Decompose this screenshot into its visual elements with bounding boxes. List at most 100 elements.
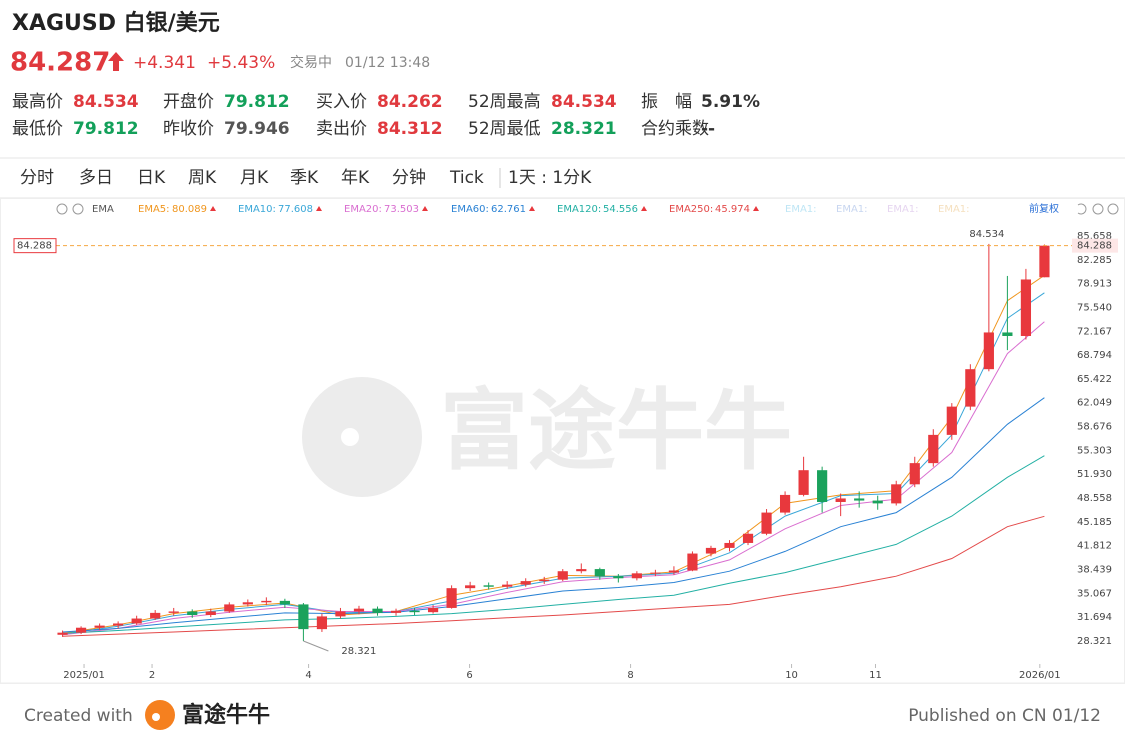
period-tab[interactable]: 年K	[341, 168, 370, 188]
period-tab[interactable]: 分钟	[392, 168, 426, 188]
period-tab[interactable]: 季K	[290, 168, 319, 188]
stat-value: 79.812	[73, 119, 139, 139]
candle-body	[909, 463, 920, 485]
candle-body	[483, 585, 494, 587]
y-tick-label: 62.049	[1077, 398, 1112, 409]
y-tick-label: 85.658	[1077, 231, 1112, 242]
legend-trend	[316, 206, 322, 211]
y-tick-label: 31.694	[1077, 612, 1112, 623]
period-tab[interactable]: 多日	[79, 168, 113, 188]
candle-body	[446, 588, 457, 608]
candle-body	[187, 611, 198, 616]
legend-name: EMA1:	[785, 204, 817, 215]
stat-value: 79.946	[224, 119, 290, 139]
change: +4.341	[133, 53, 196, 73]
x-tick-label: 2	[149, 670, 155, 681]
candle-body	[965, 369, 976, 407]
low-leader	[303, 640, 329, 652]
candle-body	[631, 573, 642, 579]
candle-body	[150, 612, 161, 619]
candle-body	[502, 584, 513, 587]
candle-body	[594, 569, 605, 577]
stat-value: 84.534	[73, 92, 139, 112]
y-tick-label: 51.930	[1077, 469, 1112, 480]
period-tab[interactable]: 日K	[137, 168, 166, 188]
stat-label: 开盘价	[163, 92, 214, 112]
candle-body	[761, 512, 772, 534]
x-tick-label: 2026/01	[1019, 670, 1061, 681]
legend-trend	[529, 206, 535, 211]
candle-body	[798, 470, 809, 495]
candle-body	[928, 434, 939, 464]
y-tick-label: 41.812	[1077, 541, 1112, 552]
x-tick-label: 11	[869, 670, 882, 681]
x-tick-label: 6	[466, 670, 472, 681]
interval-tab[interactable]: 1天 : 1分K	[508, 168, 592, 188]
indicator-name[interactable]: EMA	[92, 204, 114, 215]
candle-body	[539, 579, 550, 582]
legend-value: 77.608	[278, 204, 313, 215]
chart-tools	[56, 203, 1119, 215]
stat-label: 合约乘数	[641, 119, 709, 139]
y-tick-label: 82.285	[1077, 255, 1112, 266]
candle-body	[94, 625, 105, 628]
candle-body	[854, 498, 865, 501]
legend-name: EMA60:	[451, 204, 489, 215]
watermark-text: 富途牛牛	[440, 379, 792, 482]
x-tick-label: 8	[627, 670, 633, 681]
last-price-box	[1072, 238, 1118, 253]
candle-body	[650, 572, 661, 574]
candle-body	[983, 332, 994, 370]
price: 84.287	[10, 48, 110, 78]
y-tick-label: 75.540	[1077, 302, 1112, 313]
candle-body	[224, 604, 235, 612]
stat-value: 84.312	[377, 119, 443, 139]
stat-label: 52周最高	[468, 92, 541, 112]
period-tab[interactable]: 分时	[20, 168, 54, 188]
candle-body	[335, 611, 346, 617]
created-with: Created with	[24, 706, 133, 726]
candle-body	[1020, 279, 1032, 336]
change-pct: +5.43%	[207, 53, 275, 73]
candle-body	[168, 611, 179, 613]
period-tab[interactable]: 月K	[240, 168, 269, 188]
published: Published on CN 01/12	[908, 706, 1101, 726]
legend-name: EMA1:	[887, 204, 919, 215]
candle-body	[465, 585, 476, 589]
candle-body	[946, 406, 957, 435]
candle-body	[372, 608, 383, 613]
candle-body	[353, 608, 365, 612]
stat-label: 最低价	[12, 119, 63, 139]
period-tab[interactable]: Tick	[449, 168, 484, 188]
brand-logo	[145, 700, 175, 730]
candle-body	[131, 618, 142, 624]
y-tick-label: 65.422	[1077, 374, 1112, 385]
legend-name: EMA10:	[238, 204, 276, 215]
period-tab[interactable]: 周K	[188, 168, 217, 188]
candle-body	[705, 547, 717, 554]
legend-value: 54.556	[603, 204, 638, 215]
candle-body	[668, 570, 680, 573]
x-tick-label: 4	[305, 670, 311, 681]
x-tick-label: 2025/01	[63, 670, 105, 681]
candle-body	[891, 484, 902, 504]
legend-name: EMA20:	[344, 204, 382, 215]
brand: 富途牛牛	[182, 702, 270, 728]
brand-logo-dot	[152, 713, 160, 721]
legend-name: EMA250:	[669, 204, 713, 215]
stat-label: 振 幅	[641, 92, 692, 112]
candle-body	[557, 571, 568, 580]
status: 交易中	[290, 54, 332, 71]
candle-body	[724, 542, 735, 548]
candle-body	[298, 604, 309, 630]
adjust-mode[interactable]: 前复权	[1029, 202, 1059, 215]
stat-value: 79.812	[224, 92, 290, 112]
stat-label: 卖出价	[316, 119, 367, 139]
legend-trend	[753, 206, 759, 211]
ema-line	[62, 397, 1045, 633]
candle-body	[1039, 245, 1050, 278]
stat-label: 最高价	[12, 92, 63, 112]
legend-name: EMA1:	[938, 204, 970, 215]
y-tick-label: 28.321	[1077, 636, 1112, 647]
legend-trend	[641, 206, 647, 211]
